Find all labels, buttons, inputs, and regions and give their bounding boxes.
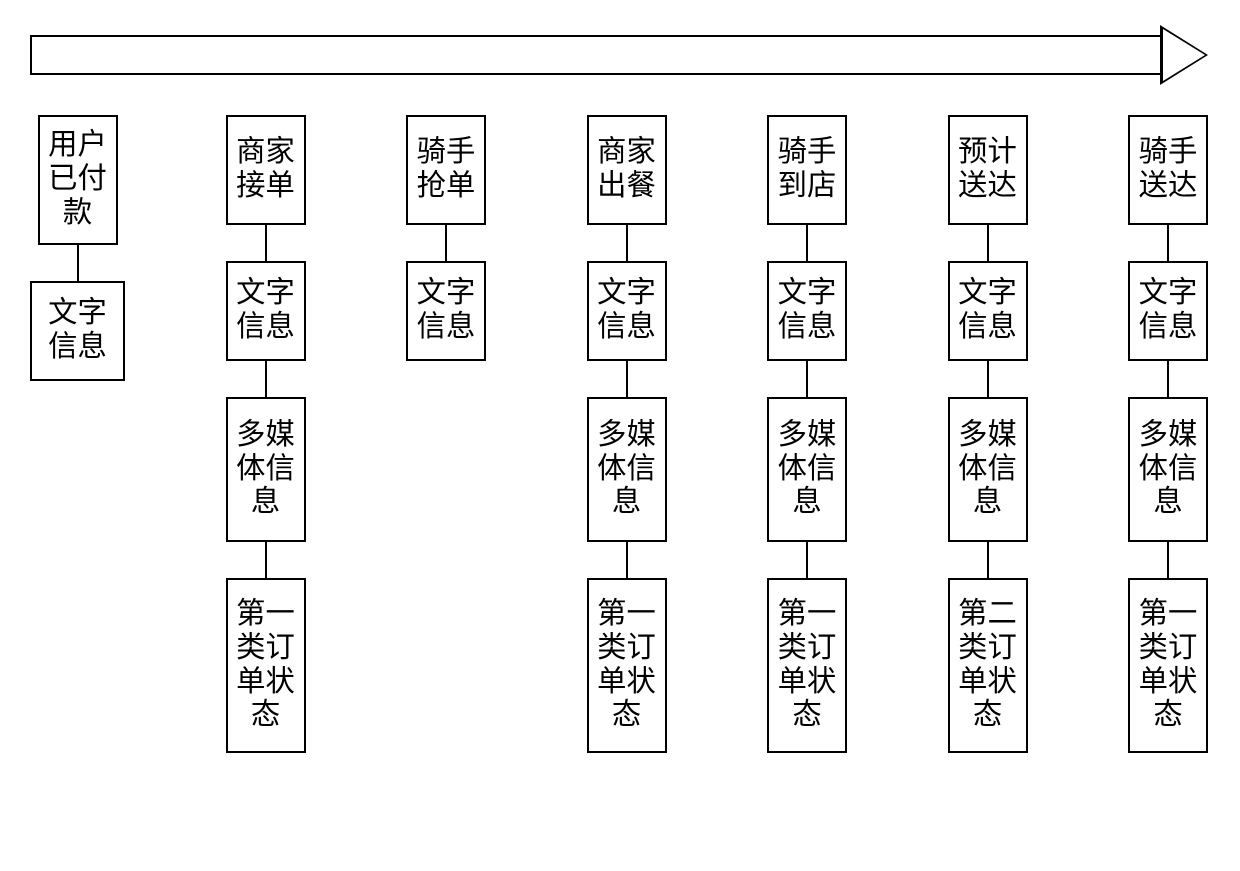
text-info-box: 文字 信息: [406, 261, 486, 361]
connector: [626, 542, 628, 578]
text-info-box: 文字 信息: [226, 261, 306, 361]
columns-container: 用户 已付 款文字 信息商家 接单文字 信息多媒 体信 息第一 类订 单状 态骑…: [30, 115, 1208, 753]
text-info-box: 文字 信息: [948, 261, 1028, 361]
connector: [265, 542, 267, 578]
state-box: 骑手 送达: [1128, 115, 1208, 225]
order-status-box: 第一 类订 单状 态: [1128, 578, 1208, 753]
column-estimated-delivery: 预计 送达文字 信息多媒 体信 息第二 类订 单状 态: [948, 115, 1028, 753]
arrow-shaft: [30, 35, 1160, 75]
connector: [626, 361, 628, 397]
state-box: 预计 送达: [948, 115, 1028, 225]
order-status-box: 第一 类订 单状 态: [587, 578, 667, 753]
column-user-paid: 用户 已付 款文字 信息: [30, 115, 125, 753]
connector: [1167, 225, 1169, 261]
column-merchant-accept: 商家 接单文字 信息多媒 体信 息第一 类订 单状 态: [226, 115, 306, 753]
text-info-box: 文字 信息: [30, 281, 125, 381]
connector: [987, 225, 989, 261]
multimedia-box: 多媒 体信 息: [767, 397, 847, 542]
text-info-box: 文字 信息: [767, 261, 847, 361]
column-rider-delivered: 骑手 送达文字 信息多媒 体信 息第一 类订 单状 态: [1128, 115, 1208, 753]
connector: [1167, 542, 1169, 578]
multimedia-box: 多媒 体信 息: [587, 397, 667, 542]
column-rider-grab: 骑手 抢单文字 信息: [406, 115, 486, 753]
connector: [806, 225, 808, 261]
connector: [1167, 361, 1169, 397]
multimedia-box: 多媒 体信 息: [1128, 397, 1208, 542]
arrow-head-icon: [1160, 25, 1208, 85]
text-info-box: 文字 信息: [1128, 261, 1208, 361]
state-box: 商家 出餐: [587, 115, 667, 225]
order-status-box: 第一 类订 单状 态: [767, 578, 847, 753]
state-box: 用户 已付 款: [38, 115, 118, 245]
timeline-arrow: [30, 25, 1208, 85]
order-status-box: 第二 类订 单状 态: [948, 578, 1028, 753]
text-info-box: 文字 信息: [587, 261, 667, 361]
column-rider-arrive-store: 骑手 到店文字 信息多媒 体信 息第一 类订 单状 态: [767, 115, 847, 753]
column-merchant-serve: 商家 出餐文字 信息多媒 体信 息第一 类订 单状 态: [587, 115, 667, 753]
connector: [626, 225, 628, 261]
state-box: 商家 接单: [226, 115, 306, 225]
state-box: 骑手 抢单: [406, 115, 486, 225]
state-box: 骑手 到店: [767, 115, 847, 225]
multimedia-box: 多媒 体信 息: [948, 397, 1028, 542]
connector: [806, 542, 808, 578]
connector: [77, 245, 79, 281]
connector: [987, 361, 989, 397]
multimedia-box: 多媒 体信 息: [226, 397, 306, 542]
connector: [265, 225, 267, 261]
connector: [806, 361, 808, 397]
connector: [445, 225, 447, 261]
order-status-box: 第一 类订 单状 态: [226, 578, 306, 753]
connector: [265, 361, 267, 397]
connector: [987, 542, 989, 578]
